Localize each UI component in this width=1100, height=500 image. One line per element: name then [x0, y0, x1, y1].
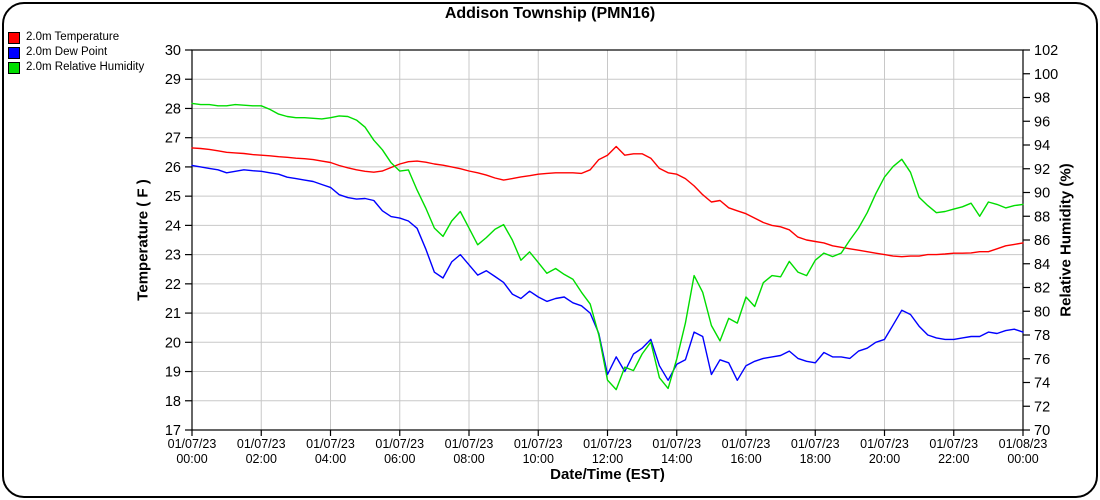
right-axis-tick-label: 100: [1034, 67, 1058, 83]
left-axis-tick-label: 30: [165, 43, 181, 59]
legend-item-dew-point: 2.0m Dew Point: [8, 45, 144, 60]
left-axis-tick-label: 25: [165, 189, 181, 205]
x-axis-tick-time: 08:00: [453, 452, 484, 466]
left-axis-tick-label: 21: [165, 306, 181, 322]
temperature-swatch-icon: [8, 31, 20, 44]
left-axis-tick-label: 20: [165, 335, 181, 351]
temperature-line: [191, 145, 1024, 258]
relative-humidity-line: [191, 102, 1024, 391]
x-axis-tick-date: 01/07/23: [929, 437, 978, 451]
x-axis-title: Date/Time (EST): [550, 466, 665, 483]
x-axis-tick-date: 01/07/23: [306, 437, 355, 451]
x-axis-tick-time: 18:00: [800, 452, 831, 466]
x-axis-tick-date: 01/07/23: [722, 437, 771, 451]
dew-point-line: [191, 164, 1024, 381]
right-axis-tick-label: 82: [1034, 281, 1050, 297]
x-axis-tick-time: 14:00: [661, 452, 692, 466]
x-axis-tick-time: 10:00: [523, 452, 554, 466]
right-axis-tick-label: 76: [1034, 352, 1050, 368]
x-axis-tick-date: 01/07/23: [375, 437, 424, 451]
left-axis-tick-label: 28: [165, 101, 181, 117]
x-axis-tick-time: 20:00: [869, 452, 900, 466]
right-axis-tick-label: 84: [1034, 257, 1050, 273]
chart-title: Addison Township (PMN16): [444, 5, 656, 22]
x-axis-tick-time: 00:00: [176, 452, 207, 466]
right-axis-tick-label: 72: [1034, 399, 1050, 415]
left-axis-tick-label: 18: [165, 394, 181, 410]
right-axis-tick-label: 86: [1034, 233, 1050, 249]
legend-item-temperature: 2.0m Temperature: [8, 30, 144, 45]
x-axis-tick-time: 06:00: [384, 452, 415, 466]
x-axis-tick-time: 22:00: [938, 452, 969, 466]
left-axis-tick-label: 27: [165, 131, 181, 147]
left-axis-tick-label: 26: [165, 160, 181, 176]
right-axis-tick-label: 98: [1034, 91, 1050, 107]
left-axis-tick-label: 17: [165, 423, 181, 439]
right-axis-tick-label: 102: [1034, 43, 1058, 59]
right-axis-tick-label: 74: [1034, 376, 1050, 392]
right-axis-tick-label: 78: [1034, 328, 1050, 344]
x-axis-tick-time: 02:00: [246, 452, 277, 466]
x-axis-tick-date: 01/07/23: [791, 437, 840, 451]
dew-point-swatch-icon: [8, 46, 20, 59]
left-axis-tick-label: 23: [165, 248, 181, 264]
left-axis-tick-label: 19: [165, 365, 181, 381]
x-axis-tick-date: 01/07/23: [514, 437, 563, 451]
legend-label: 2.0m Temperature: [26, 31, 120, 43]
x-axis-tick-time: 12:00: [592, 452, 623, 466]
right-axis-tick-label: 88: [1034, 209, 1050, 225]
x-axis-tick-time: 04:00: [315, 452, 346, 466]
x-axis-tick-date: 01/07/23: [237, 437, 286, 451]
x-axis-tick-time: 16:00: [730, 452, 761, 466]
legend: 2.0m Temperature 2.0m Dew Point 2.0m Rel…: [8, 30, 144, 75]
right-axis-tick-label: 90: [1034, 186, 1050, 202]
x-axis-tick-date: 01/07/23: [583, 437, 632, 451]
relative-humidity-swatch-icon: [8, 61, 20, 74]
right-axis-tick-label: 80: [1034, 304, 1050, 320]
legend-label: 2.0m Dew Point: [26, 46, 108, 58]
left-axis-tick-label: 24: [165, 218, 181, 234]
right-axis-tick-label: 94: [1034, 138, 1050, 154]
left-axis-tick-label: 22: [165, 277, 181, 293]
x-axis-tick-date: 01/07/23: [445, 437, 494, 451]
right-axis-tick-label: 92: [1034, 162, 1050, 178]
right-axis-tick-label: 70: [1034, 423, 1050, 439]
legend-item-relative-humidity: 2.0m Relative Humidity: [8, 60, 144, 75]
x-axis-tick-date: 01/07/23: [168, 437, 217, 451]
x-axis-tick-date: 01/08/23: [999, 437, 1048, 451]
x-axis-tick-time: 00:00: [1007, 452, 1038, 466]
left-axis-tick-label: 29: [165, 72, 181, 88]
legend-label: 2.0m Relative Humidity: [26, 61, 145, 73]
right-axis-tick-label: 96: [1034, 114, 1050, 130]
x-axis-tick-date: 01/07/23: [652, 437, 701, 451]
x-axis-tick-date: 01/07/23: [860, 437, 909, 451]
